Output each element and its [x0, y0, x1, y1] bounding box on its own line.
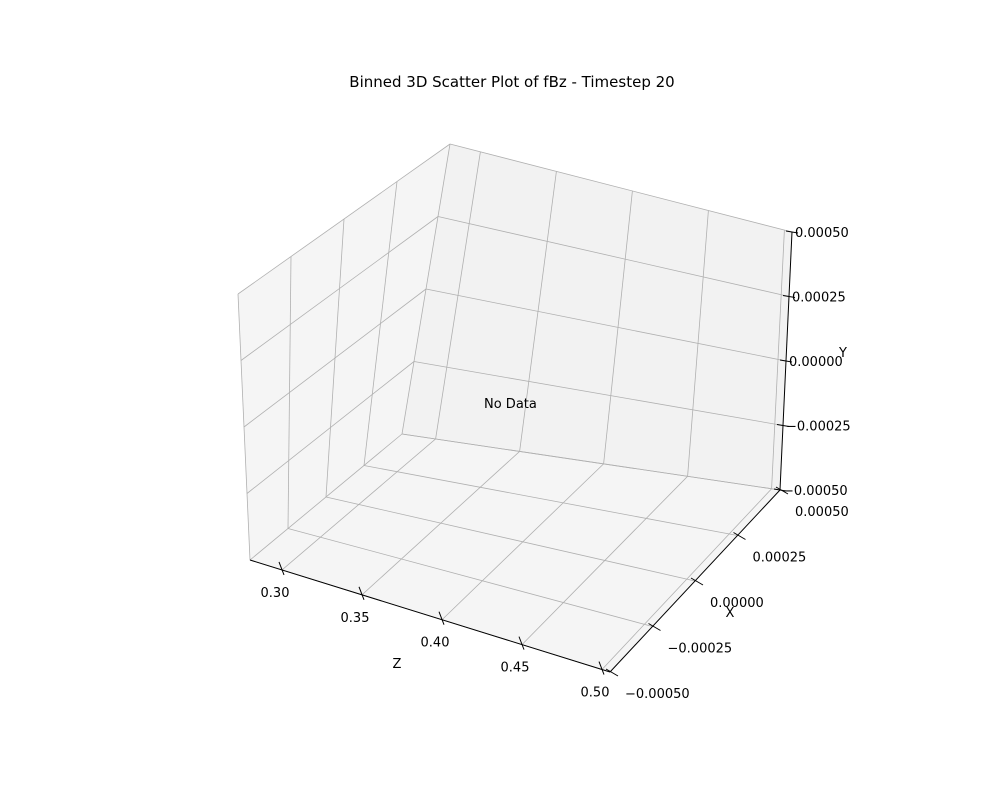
x-tick-label: 0.00050 — [795, 505, 849, 520]
x-gridline — [363, 465, 738, 536]
x-tick — [733, 532, 746, 540]
z-tick-label: 0.45 — [501, 661, 530, 676]
tick-marks — [278, 230, 799, 677]
y-gridline — [243, 288, 427, 428]
x-tick-label: −0.00025 — [668, 642, 733, 657]
y-tick-label: −0.00025 — [786, 420, 851, 435]
floor-pane — [250, 434, 780, 672]
chart-title: Binned 3D Scatter Plot of fBz - Timestep… — [349, 73, 674, 91]
z-tick-label: 0.50 — [581, 686, 610, 701]
y-gridline — [437, 216, 790, 297]
y-tick-label: 0.00025 — [792, 291, 846, 306]
z-tick — [438, 611, 445, 625]
y-tick-label: 0.00050 — [795, 226, 849, 241]
z-axis-line — [249, 559, 611, 673]
y-tick-label: 0.00000 — [789, 355, 843, 370]
z-tick — [518, 636, 525, 650]
y-gridline — [249, 433, 403, 561]
z-tick-label: 0.30 — [261, 586, 290, 601]
z-tick-label: 0.35 — [341, 611, 370, 626]
y-gridline — [246, 361, 415, 494]
z-tick-label: 0.40 — [421, 636, 450, 651]
x-tick-label: 0.00025 — [753, 551, 807, 566]
x-tick — [690, 577, 704, 586]
x-gridline — [287, 528, 653, 627]
x-gridline — [325, 496, 696, 582]
z-tick — [278, 561, 285, 576]
x-tick-label: 0.00000 — [710, 596, 764, 611]
z-axis-label: Z — [393, 657, 402, 672]
y-gridline — [237, 143, 451, 295]
x-tick — [648, 623, 661, 631]
y-tick — [782, 295, 796, 298]
y-tick — [779, 359, 793, 363]
x-axis-line — [609, 489, 781, 673]
y-tick — [773, 488, 787, 492]
y-gridline — [401, 433, 781, 491]
left-pane — [238, 144, 450, 560]
x-axis-label: X — [726, 606, 735, 621]
x-tick-label: −0.00050 — [625, 687, 690, 702]
y-gridline — [240, 216, 439, 361]
no-data-annotation: No Data — [484, 397, 537, 412]
y-gridline — [413, 361, 784, 426]
y-gridline — [425, 288, 787, 362]
y-axis-label: Y — [838, 346, 847, 361]
y-tick — [785, 230, 799, 234]
y-tick — [776, 424, 790, 427]
y-gridline — [449, 143, 793, 233]
z-tick — [598, 661, 605, 675]
z-tick — [358, 586, 365, 601]
y-tick-label: −0.00050 — [783, 484, 848, 499]
x-tick — [605, 668, 619, 677]
tick-labels: 0.30 0.35 0.40 0.45 0.50 −0.00050 −0.00025 0.00… — [261, 226, 851, 702]
